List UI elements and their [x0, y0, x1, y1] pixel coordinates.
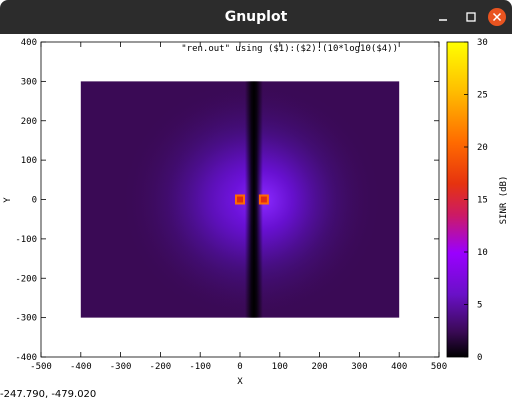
x-tick-label: 500	[431, 362, 447, 372]
hotspot-core-0	[237, 196, 243, 203]
cb-tick-label: 15	[477, 196, 488, 206]
x-tick-label: -100	[189, 362, 211, 372]
x-tick-label: 100	[272, 362, 288, 372]
cb-tick-label: 30	[477, 38, 488, 48]
y-tick-label: 200	[21, 117, 37, 127]
y-tick-label: 100	[21, 156, 37, 166]
minimize-button[interactable]	[434, 8, 452, 26]
minimize-icon	[439, 19, 447, 21]
cb-tick-label: 25	[477, 91, 488, 101]
cb-tick-label: 20	[477, 143, 488, 153]
colorbox-label: SINR (dB)	[499, 176, 509, 225]
y-axis-label: Y	[3, 197, 13, 203]
cb-tick-label: 10	[477, 248, 488, 258]
cb-tick-label: 0	[477, 353, 482, 363]
window-title: Gnuplot	[224, 9, 288, 25]
close-icon	[492, 12, 502, 22]
maximize-icon	[466, 12, 476, 22]
heatmap	[80, 81, 400, 318]
status-coordinates: -247.790, -479.020	[0, 389, 97, 400]
x-tick-label: -300	[110, 362, 132, 372]
null-band	[244, 81, 263, 318]
y-tick-label: -100	[15, 235, 37, 245]
maximize-button[interactable]	[462, 8, 480, 26]
title-bar[interactable]: Gnuplot	[0, 0, 512, 34]
x-tick-label: 0	[237, 362, 242, 372]
y-tick-label: 0	[32, 196, 37, 206]
cb-tick-label: 5	[477, 301, 482, 311]
plot-area[interactable]: -500 -400 -300 -200 -100 0 100 200 300 400 500 400…	[0, 34, 512, 402]
x-axis-label: X	[237, 377, 243, 387]
key-label: "ren.out" using ($1):($2):(10*log10($4))	[181, 44, 398, 54]
x-tick-label: -400	[70, 362, 92, 372]
x-tick-label: -500	[30, 362, 52, 372]
y-tick-label: 300	[21, 77, 37, 87]
x-tick-label: 300	[351, 362, 367, 372]
close-button[interactable]	[488, 8, 506, 26]
x-tick-label: -200	[150, 362, 172, 372]
y-tick-label: -200	[15, 274, 37, 284]
x-tick-label: 200	[311, 362, 327, 372]
colorbox: 30 25 20 15 10 5 0 SINR (dB)	[446, 38, 509, 363]
y-tick-label: -300	[15, 314, 37, 324]
y-tick-label: 400	[21, 38, 37, 48]
hotspot-core-1	[260, 196, 267, 203]
y-tick-label: -400	[15, 353, 37, 363]
x-tick-label: 400	[391, 362, 407, 372]
